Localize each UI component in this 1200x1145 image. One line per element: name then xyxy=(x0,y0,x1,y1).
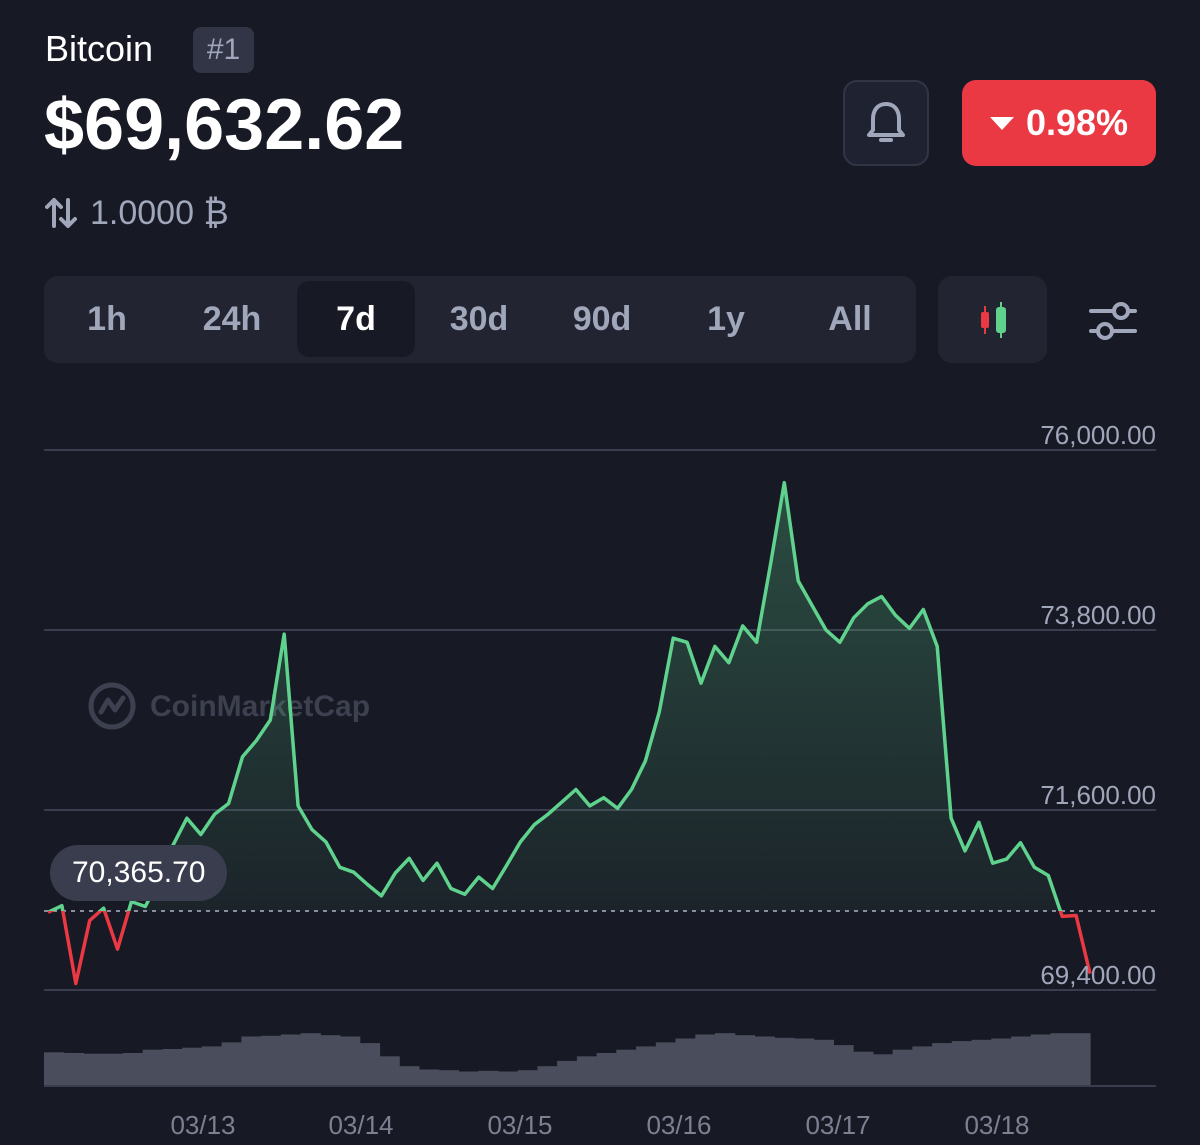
volume-bar xyxy=(320,1035,341,1086)
volume-bar xyxy=(359,1043,381,1086)
volume-bar xyxy=(182,1047,203,1086)
volume-bar xyxy=(695,1034,716,1086)
tab-1y[interactable]: 1y xyxy=(707,299,745,338)
volume-bar xyxy=(201,1046,223,1086)
price-alert-button[interactable] xyxy=(843,80,929,166)
volume-bar xyxy=(261,1035,282,1086)
volume-bar xyxy=(438,1070,459,1086)
volume-bar xyxy=(655,1042,677,1086)
volume-bar xyxy=(399,1066,420,1086)
volume-bar xyxy=(241,1036,262,1086)
coin-name: Bitcoin xyxy=(45,28,154,69)
volume-bar xyxy=(478,1070,499,1086)
watermark-logo xyxy=(88,682,136,730)
volume-bar xyxy=(340,1036,361,1086)
volume-bar xyxy=(537,1066,558,1086)
volume-bar xyxy=(912,1046,933,1086)
volume-bar xyxy=(221,1042,242,1086)
volume-bar xyxy=(142,1049,163,1086)
volume-bar xyxy=(103,1053,124,1086)
candlestick-icon xyxy=(980,301,1006,338)
x-tick-label: 03/13 xyxy=(170,1110,235,1140)
price-line-up xyxy=(47,480,1063,911)
tab-24h[interactable]: 24h xyxy=(202,299,262,338)
volume-bar xyxy=(1030,1034,1052,1086)
volume-bar xyxy=(458,1071,479,1086)
x-tick-label: 03/15 xyxy=(487,1110,552,1140)
volume-bar xyxy=(813,1039,834,1086)
volume-bar xyxy=(300,1033,321,1086)
tab-90d[interactable]: 90d xyxy=(572,299,632,338)
rank-badge: #1 xyxy=(193,27,254,73)
swap-arrows-icon xyxy=(45,198,77,228)
volume-bar xyxy=(754,1036,775,1086)
volume-bar xyxy=(280,1034,302,1086)
volume-bar xyxy=(576,1056,598,1086)
x-tick-label: 03/17 xyxy=(805,1110,870,1140)
y-tick-label: 73,800.00 xyxy=(1040,600,1156,630)
volume-bar xyxy=(853,1051,874,1086)
tab-7d[interactable]: 7d xyxy=(297,281,415,357)
y-tick-label: 69,400.00 xyxy=(1040,960,1156,990)
baseline-price-tooltip: 70,365.70 xyxy=(50,845,228,901)
price-value: $69,632.62 xyxy=(44,85,405,165)
volume-bar xyxy=(872,1054,894,1086)
volume-bar xyxy=(951,1041,973,1086)
volume-bar xyxy=(122,1053,144,1086)
volume-bar xyxy=(557,1060,578,1086)
volume-bar xyxy=(616,1049,637,1086)
x-tick-label: 03/18 xyxy=(964,1110,1029,1140)
time-range-tabs: 1h 24h 7d 30d 90d 1y All xyxy=(44,276,916,363)
conversion-row[interactable]: 1.0000 ₿ xyxy=(44,193,229,233)
volume-bar xyxy=(497,1071,519,1086)
volume-bar xyxy=(1050,1033,1071,1086)
volume-bar xyxy=(517,1070,538,1086)
volume-bar xyxy=(774,1037,795,1086)
volume-bar xyxy=(63,1053,84,1086)
volume-bar xyxy=(715,1033,736,1086)
x-tick-label: 03/14 xyxy=(328,1110,393,1140)
volume-bar xyxy=(636,1046,657,1086)
price-chart[interactable]: CoinMarketCap 76,000.00 73,800.00 71,600.0… xyxy=(0,400,1200,1145)
volume-bar xyxy=(794,1038,815,1086)
y-tick-label: 71,600.00 xyxy=(1040,780,1156,810)
volume-bar xyxy=(675,1038,696,1086)
change-badge: 0.98% xyxy=(962,80,1156,166)
volume-bar xyxy=(83,1053,104,1086)
conversion-amount: 1.0000 ₿ xyxy=(90,193,229,232)
volume-bar xyxy=(162,1049,183,1086)
candlestick-toggle[interactable] xyxy=(938,276,1047,363)
volume-bar xyxy=(379,1056,400,1086)
tab-all[interactable]: All xyxy=(828,299,872,338)
volume-bar xyxy=(1011,1036,1032,1086)
y-tick-label: 76,000.00 xyxy=(1040,420,1156,450)
volume-bar xyxy=(734,1035,756,1086)
bell-icon xyxy=(867,102,905,142)
volume-bar xyxy=(44,1052,65,1086)
tab-30d[interactable]: 30d xyxy=(449,299,509,338)
price-area-fill xyxy=(48,482,1090,911)
change-value: 0.98% xyxy=(1025,102,1129,143)
x-tick-label: 03/16 xyxy=(646,1110,711,1140)
volume-bar xyxy=(419,1069,440,1086)
caret-down-icon xyxy=(989,116,1014,130)
volume-bar xyxy=(932,1043,953,1086)
volume-bar xyxy=(596,1053,617,1086)
watermark-text: CoinMarketCap xyxy=(150,690,370,723)
volume-bar xyxy=(971,1039,992,1086)
volume-bar xyxy=(1070,1033,1091,1086)
volume-bar xyxy=(991,1038,1012,1086)
volume-bars xyxy=(44,1033,1091,1086)
volume-bar xyxy=(833,1045,854,1086)
chart-settings-button[interactable] xyxy=(1083,291,1143,351)
sliders-icon xyxy=(1089,302,1137,340)
volume-bar xyxy=(892,1049,913,1086)
tab-1h[interactable]: 1h xyxy=(87,299,127,338)
